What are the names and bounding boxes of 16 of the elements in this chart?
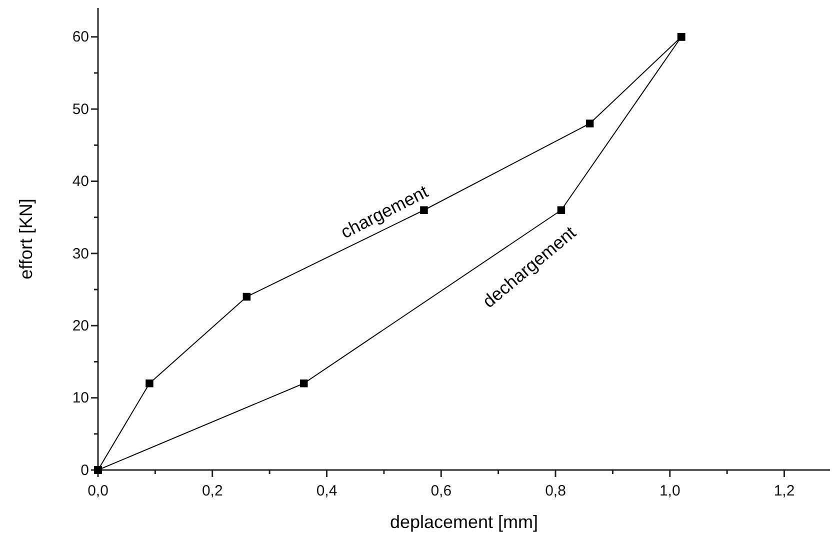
y-tick-label: 20 bbox=[72, 317, 89, 334]
y-tick-label: 40 bbox=[72, 173, 89, 190]
x-tick-label: 1,2 bbox=[774, 482, 795, 500]
x-axis-title: deplacement [mm] bbox=[390, 512, 538, 532]
y-tick-label: 0 bbox=[80, 462, 89, 479]
y-tick-label: 10 bbox=[72, 390, 89, 407]
x-tick-label: 0,2 bbox=[202, 482, 223, 500]
x-tick-label: 0,8 bbox=[545, 482, 566, 500]
x-tick-label: 1,0 bbox=[659, 482, 680, 500]
x-tick-label: 0,6 bbox=[430, 482, 452, 500]
y-axis-title: effort [KN] bbox=[16, 198, 36, 280]
y-tick-label: 30 bbox=[72, 245, 89, 262]
x-tick-label: 0,0 bbox=[88, 482, 108, 500]
y-tick-label: 60 bbox=[72, 28, 89, 46]
x-tick-label: 0,4 bbox=[316, 482, 338, 500]
y-tick-label: 50 bbox=[72, 100, 89, 118]
